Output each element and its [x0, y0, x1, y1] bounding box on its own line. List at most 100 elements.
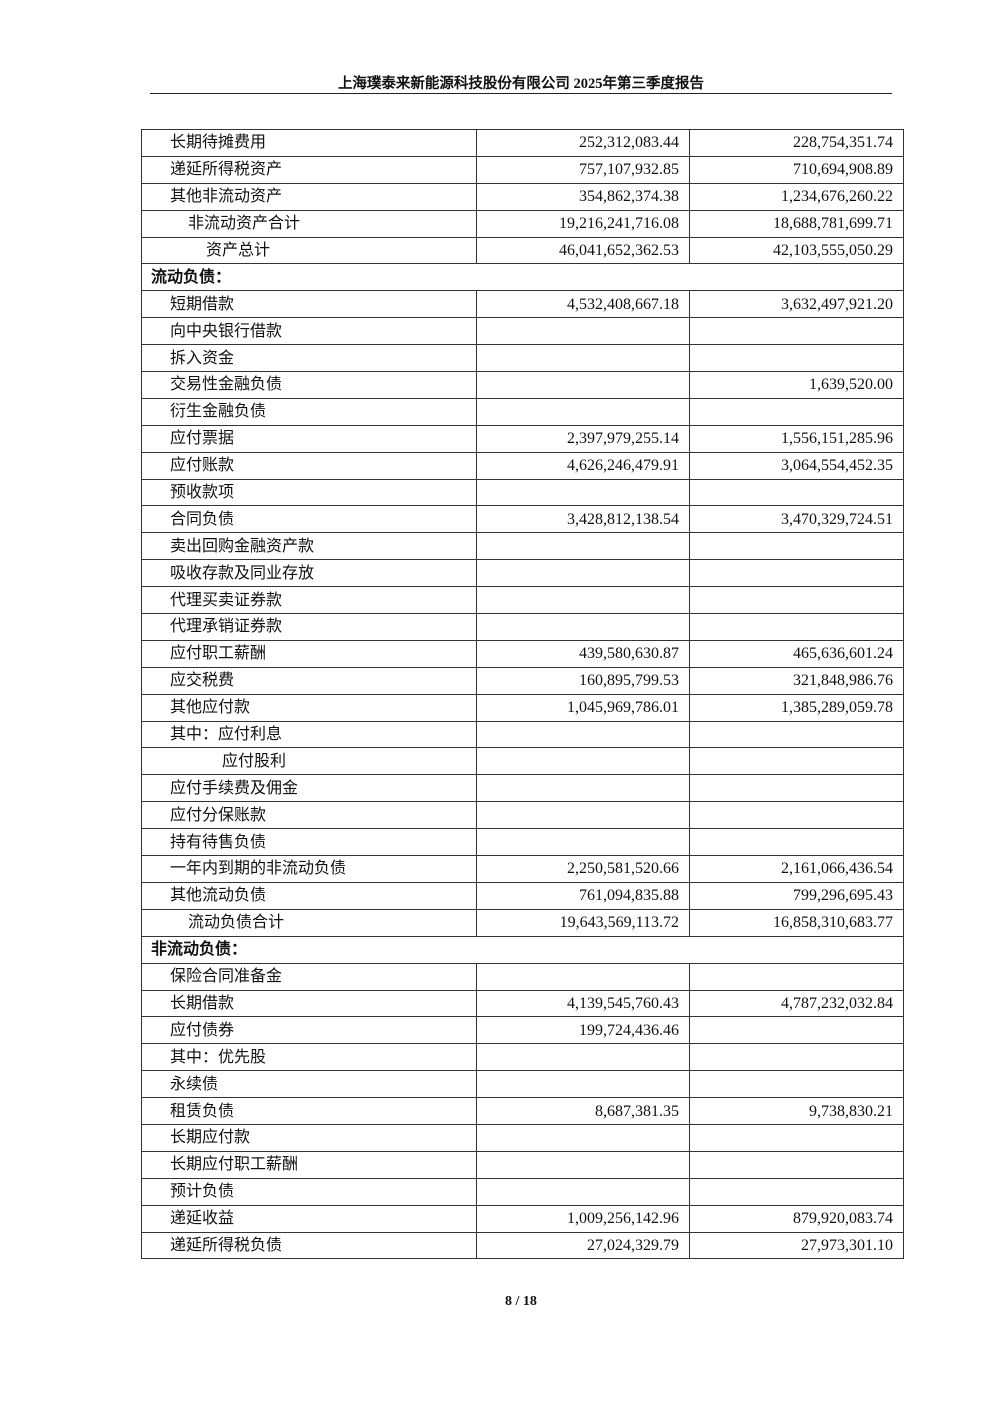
period-end-value: 160,895,799.53 [476, 666, 690, 695]
period-end-value: 8,687,381.35 [476, 1097, 690, 1125]
section-title: 非流动负债： [141, 935, 904, 964]
row-label: 租赁负债 [141, 1097, 477, 1125]
row-label: 永续债 [141, 1070, 477, 1099]
table-row: 递延收益 1,009,256,142.96 879,920,083.74 [141, 1204, 904, 1233]
period-end-value: 252,312,083.44 [476, 129, 690, 157]
row-label: 资产总计 [141, 236, 477, 265]
row-label: 其他流动负债 [141, 881, 477, 910]
table-row: 保险合同准备金 [141, 962, 904, 991]
period-end-value: 439,580,630.87 [476, 639, 690, 668]
table-row: 一年内到期的非流动负债 2,250,581,520.66 2,161,066,436… [141, 855, 904, 883]
period-end-value: 19,216,241,716.08 [476, 209, 690, 238]
period-end-value: 3,428,812,138.54 [476, 505, 690, 534]
row-label: 应交税费 [141, 666, 477, 695]
period-end-value [476, 613, 690, 641]
table-row: 卖出回购金融资产款 [141, 532, 904, 561]
period-end-value [476, 801, 690, 830]
row-label: 递延所得税负债 [141, 1231, 477, 1260]
table-row: 永续债 [141, 1070, 904, 1099]
period-end-value: 199,724,436.46 [476, 1016, 690, 1045]
table-row: 长期待摊费用 252,312,083.44 228,754,351.74 [141, 129, 904, 157]
prior-year-end-value [689, 1070, 904, 1099]
section-header-row: 流动负债： [141, 263, 904, 292]
table-row: 应付分保账款 [141, 801, 904, 830]
table-row: 应付手续费及佣金 [141, 774, 904, 803]
prior-year-end-value: 1,639,520.00 [689, 371, 904, 399]
prior-year-end-value: 3,064,554,452.35 [689, 451, 904, 480]
table-row: 长期应付款 [141, 1123, 904, 1152]
period-end-value: 46,041,652,362.53 [476, 236, 690, 265]
row-label: 保险合同准备金 [141, 962, 477, 991]
prior-year-end-value: 228,754,351.74 [689, 129, 904, 157]
period-end-value [476, 1150, 690, 1179]
prior-year-end-value [689, 1016, 904, 1045]
period-end-value [476, 1043, 690, 1072]
prior-year-end-value [689, 559, 904, 588]
row-label: 流动负债合计 [141, 908, 477, 937]
prior-year-end-value: 9,738,830.21 [689, 1097, 904, 1125]
prior-year-end-value [689, 344, 904, 373]
row-label: 递延所得税资产 [141, 155, 477, 184]
period-end-value [476, 1177, 690, 1206]
row-label: 其他应付款 [141, 693, 477, 722]
period-end-value [476, 586, 690, 615]
page-header: 上海璞泰来新能源科技股份有限公司 2025年第三季度报告 [337, 76, 705, 92]
prior-year-end-value: 42,103,555,050.29 [689, 236, 904, 265]
period-end-value [476, 532, 690, 561]
balance-sheet-table: 长期待摊费用 252,312,083.44 228,754,351.74 递延所得税资… [141, 129, 904, 1260]
prior-year-end-value: 27,973,301.10 [689, 1231, 904, 1260]
period-end-value [476, 371, 690, 399]
period-end-value [476, 774, 690, 803]
row-label: 长期待摊费用 [141, 129, 477, 157]
table-row: 应交税费 160,895,799.53 321,848,986.76 [141, 666, 904, 695]
table-row: 交易性金融负债 1,639,520.00 [141, 371, 904, 399]
period-end-value: 4,532,408,667.18 [476, 290, 690, 319]
prior-year-end-value [689, 962, 904, 991]
table-row: 应付票据 2,397,979,255.14 1,556,151,285.96 [141, 424, 904, 453]
prior-year-end-value [689, 720, 904, 749]
section-title: 流动负债： [141, 263, 904, 292]
table-row: 其他非流动资产 354,862,374.38 1,234,676,260.22 [141, 182, 904, 211]
period-end-value [476, 962, 690, 991]
period-end-value [476, 317, 690, 346]
prior-year-end-value [689, 1123, 904, 1152]
header-divider [150, 93, 892, 94]
period-end-value [476, 397, 690, 426]
row-label: 拆入资金 [141, 344, 477, 373]
prior-year-end-value: 2,161,066,436.54 [689, 855, 904, 883]
row-label: 代理承销证券款 [141, 613, 477, 641]
row-label: 其中：优先股 [141, 1043, 477, 1072]
prior-year-end-value: 1,556,151,285.96 [689, 424, 904, 453]
prior-year-end-value: 321,848,986.76 [689, 666, 904, 695]
table-row: 应付债券 199,724,436.46 [141, 1016, 904, 1045]
row-label: 衍生金融负债 [141, 397, 477, 426]
table-row: 其中：应付利息 [141, 720, 904, 749]
table-row: 应付账款 4,626,246,479.91 3,064,554,452.35 [141, 451, 904, 480]
period-end-value [476, 344, 690, 373]
table-row: 拆入资金 [141, 344, 904, 373]
period-end-value: 2,250,581,520.66 [476, 855, 690, 883]
row-label: 短期借款 [141, 290, 477, 319]
row-label: 向中央银行借款 [141, 317, 477, 346]
prior-year-end-value: 799,296,695.43 [689, 881, 904, 910]
table-row: 其中：优先股 [141, 1043, 904, 1072]
period-end-value [476, 747, 690, 776]
prior-year-end-value [689, 747, 904, 776]
table-row: 合同负债 3,428,812,138.54 3,470,329,724.51 [141, 505, 904, 534]
prior-year-end-value [689, 774, 904, 803]
prior-year-end-value [689, 1043, 904, 1072]
prior-year-end-value: 465,636,601.24 [689, 639, 904, 668]
period-end-value: 1,045,969,786.01 [476, 693, 690, 722]
row-label: 一年内到期的非流动负债 [141, 855, 477, 883]
period-end-value [476, 1070, 690, 1099]
table-row: 预收款项 [141, 478, 904, 507]
period-end-value: 757,107,932.85 [476, 155, 690, 184]
prior-year-end-value: 16,858,310,683.77 [689, 908, 904, 937]
table-row: 应付股利 [141, 747, 904, 776]
row-label: 合同负债 [141, 505, 477, 534]
prior-year-end-value: 710,694,908.89 [689, 155, 904, 184]
table-row: 短期借款 4,532,408,667.18 3,632,497,921.20 [141, 290, 904, 319]
row-label: 应付分保账款 [141, 801, 477, 830]
table-row: 租赁负债 8,687,381.35 9,738,830.21 [141, 1097, 904, 1125]
row-label: 交易性金融负债 [141, 371, 477, 399]
